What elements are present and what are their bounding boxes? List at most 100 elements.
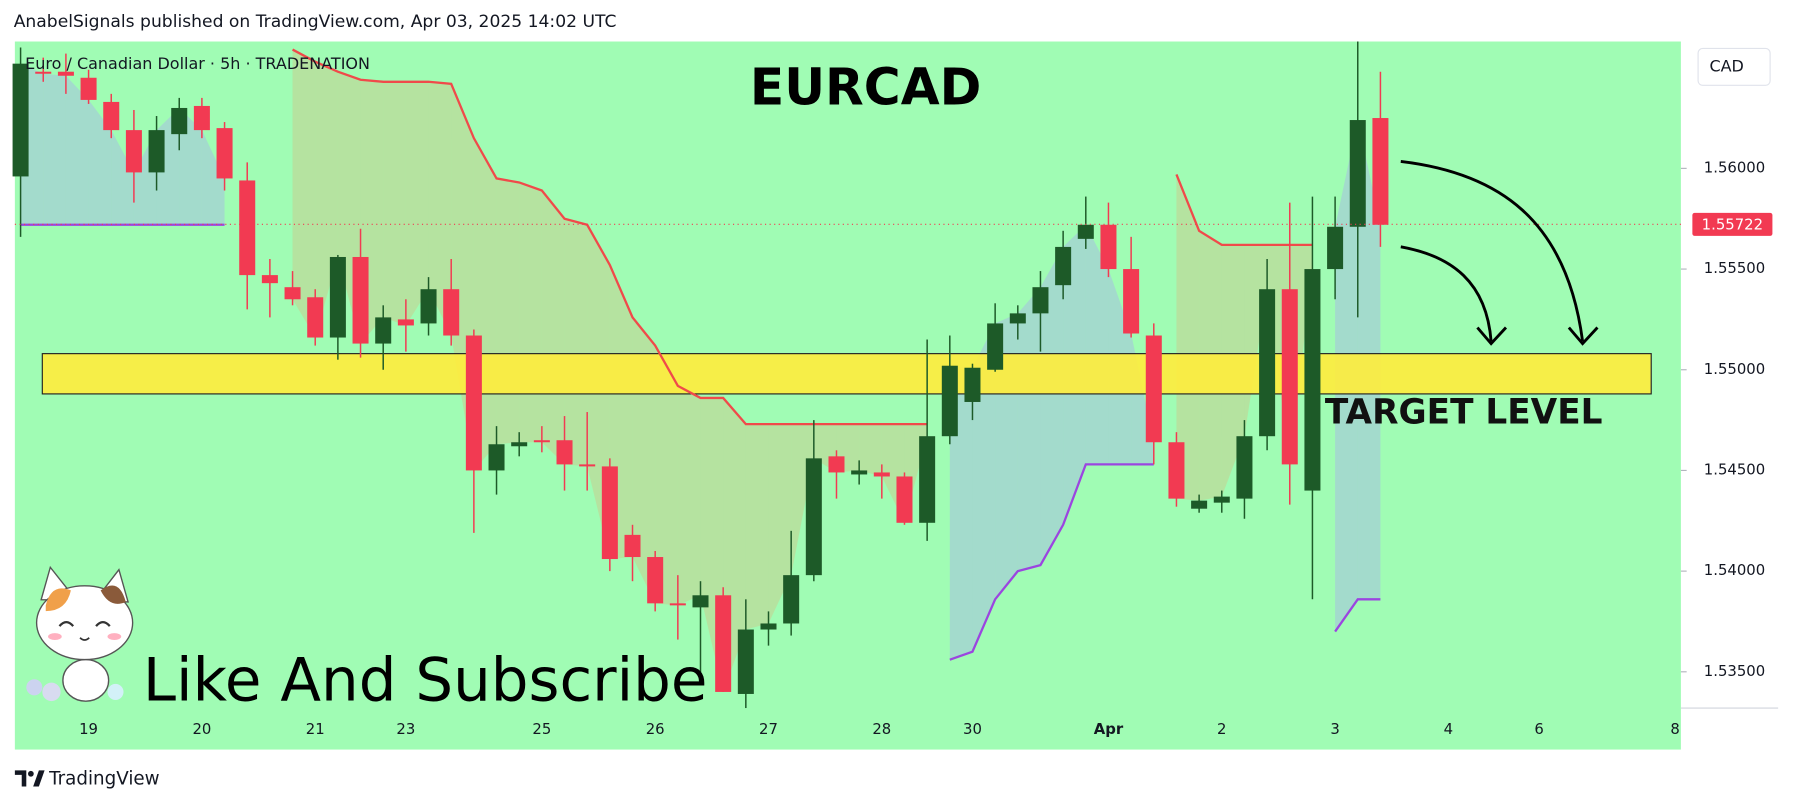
candle-body: [533, 440, 550, 443]
arrow-curve: [1400, 160, 1585, 342]
candle-body: [103, 101, 120, 131]
candle-body: [420, 289, 437, 324]
arrows: [1400, 160, 1599, 346]
band-fill: [201, 130, 225, 225]
candle-body: [171, 107, 188, 135]
mascot-patch: [100, 585, 126, 604]
candle-body: [1327, 226, 1344, 270]
band-fill: [111, 130, 134, 225]
band-fill: [541, 190, 565, 465]
mascot-eye: [95, 620, 111, 627]
band-fill: [745, 424, 769, 630]
candle-body: [1145, 335, 1162, 443]
footer-logo: [14, 770, 45, 787]
band-fill: [43, 73, 66, 225]
candle-body: [1191, 500, 1208, 509]
candle-body: [57, 71, 74, 76]
band-fill: [179, 107, 202, 225]
band-fill: [428, 81, 452, 336]
bubble: [26, 679, 43, 696]
candle-body: [851, 470, 868, 475]
candle-body: [261, 275, 278, 284]
x-tick-label: 20: [192, 720, 211, 738]
publisher-line: AnabelSignals published on TradingView.c…: [14, 12, 617, 32]
candle-body: [873, 472, 890, 477]
band-fill: [1040, 246, 1064, 566]
candle-body: [1168, 442, 1185, 499]
band-fill: [65, 75, 89, 225]
band-fill: [655, 345, 678, 606]
mascot-patch: [45, 588, 71, 612]
x-tick-label: 28: [872, 720, 891, 738]
arrow-head: [1476, 326, 1508, 346]
mascot: [26, 565, 134, 702]
candle-body: [35, 71, 52, 74]
band-fill: [405, 81, 429, 326]
candle-body: [556, 440, 573, 465]
x-tick-label: Apr: [1094, 720, 1124, 738]
mascot-cheek: [48, 633, 62, 641]
x-tick-label: 2: [1217, 720, 1226, 738]
candle-body: [692, 595, 709, 608]
candle-body: [1372, 118, 1389, 225]
x-tick-label: 26: [646, 720, 665, 738]
candle-body: [397, 319, 414, 326]
target-label: TARGET LEVEL: [1325, 392, 1603, 432]
x-tick-label: 4: [1444, 720, 1453, 738]
lower-band-line: [20, 223, 1381, 661]
candle-body: [601, 466, 618, 560]
band-fill: [1085, 224, 1109, 465]
band-fill: [383, 81, 406, 326]
candle-body: [1349, 120, 1366, 227]
candle-body: [737, 629, 754, 694]
candle-body: [647, 557, 664, 604]
subscribe-text: Like And Subscribe: [143, 646, 707, 715]
candle-body: [239, 180, 256, 276]
candle-body: [193, 105, 210, 131]
x-tick-label: 6: [1534, 720, 1543, 738]
logo-mark: [14, 770, 27, 787]
last-price-label: 1.55722: [1702, 215, 1763, 233]
mascot-eye: [58, 620, 75, 627]
candles: [12, 41, 1389, 709]
candle-body: [760, 623, 777, 630]
candle-body: [941, 365, 958, 437]
mascot-cheek: [107, 633, 122, 641]
x-tick-label: 19: [79, 720, 98, 738]
candle-body: [465, 335, 482, 471]
candle-body: [216, 128, 233, 179]
x-tick-label: 30: [963, 720, 982, 738]
band-fill: [292, 49, 316, 338]
x-tick-label: 27: [759, 720, 778, 738]
footer-brand[interactable]: TradingView: [48, 769, 159, 790]
candle-body: [511, 442, 528, 447]
candle-body: [1236, 436, 1253, 499]
x-tick-label: 23: [396, 720, 415, 738]
candle-body: [964, 367, 981, 402]
mascot-mouth: [79, 637, 90, 641]
candle-body: [783, 575, 800, 624]
candle-body: [828, 456, 845, 473]
candle-body: [896, 476, 913, 523]
candle-body: [1009, 313, 1026, 324]
chart-title: EURCAD: [750, 57, 982, 116]
x-tick-label: 25: [532, 720, 551, 738]
band-fill: [88, 99, 112, 225]
bubble: [107, 683, 124, 700]
candle-body: [1032, 287, 1049, 314]
candle-body: [443, 289, 460, 336]
candle-body: [284, 287, 301, 300]
candle-body: [1055, 246, 1072, 286]
candle-body: [488, 444, 505, 471]
candle-body: [1123, 269, 1140, 334]
candle-body: [987, 323, 1004, 370]
band-fill: [949, 365, 973, 660]
arrow-head: [1567, 326, 1599, 346]
candle-body: [805, 458, 822, 576]
band-fill: [564, 218, 588, 467]
currency-button[interactable]: [1697, 47, 1771, 86]
band-fill: [1176, 174, 1200, 501]
arrow-curve: [1400, 245, 1493, 342]
